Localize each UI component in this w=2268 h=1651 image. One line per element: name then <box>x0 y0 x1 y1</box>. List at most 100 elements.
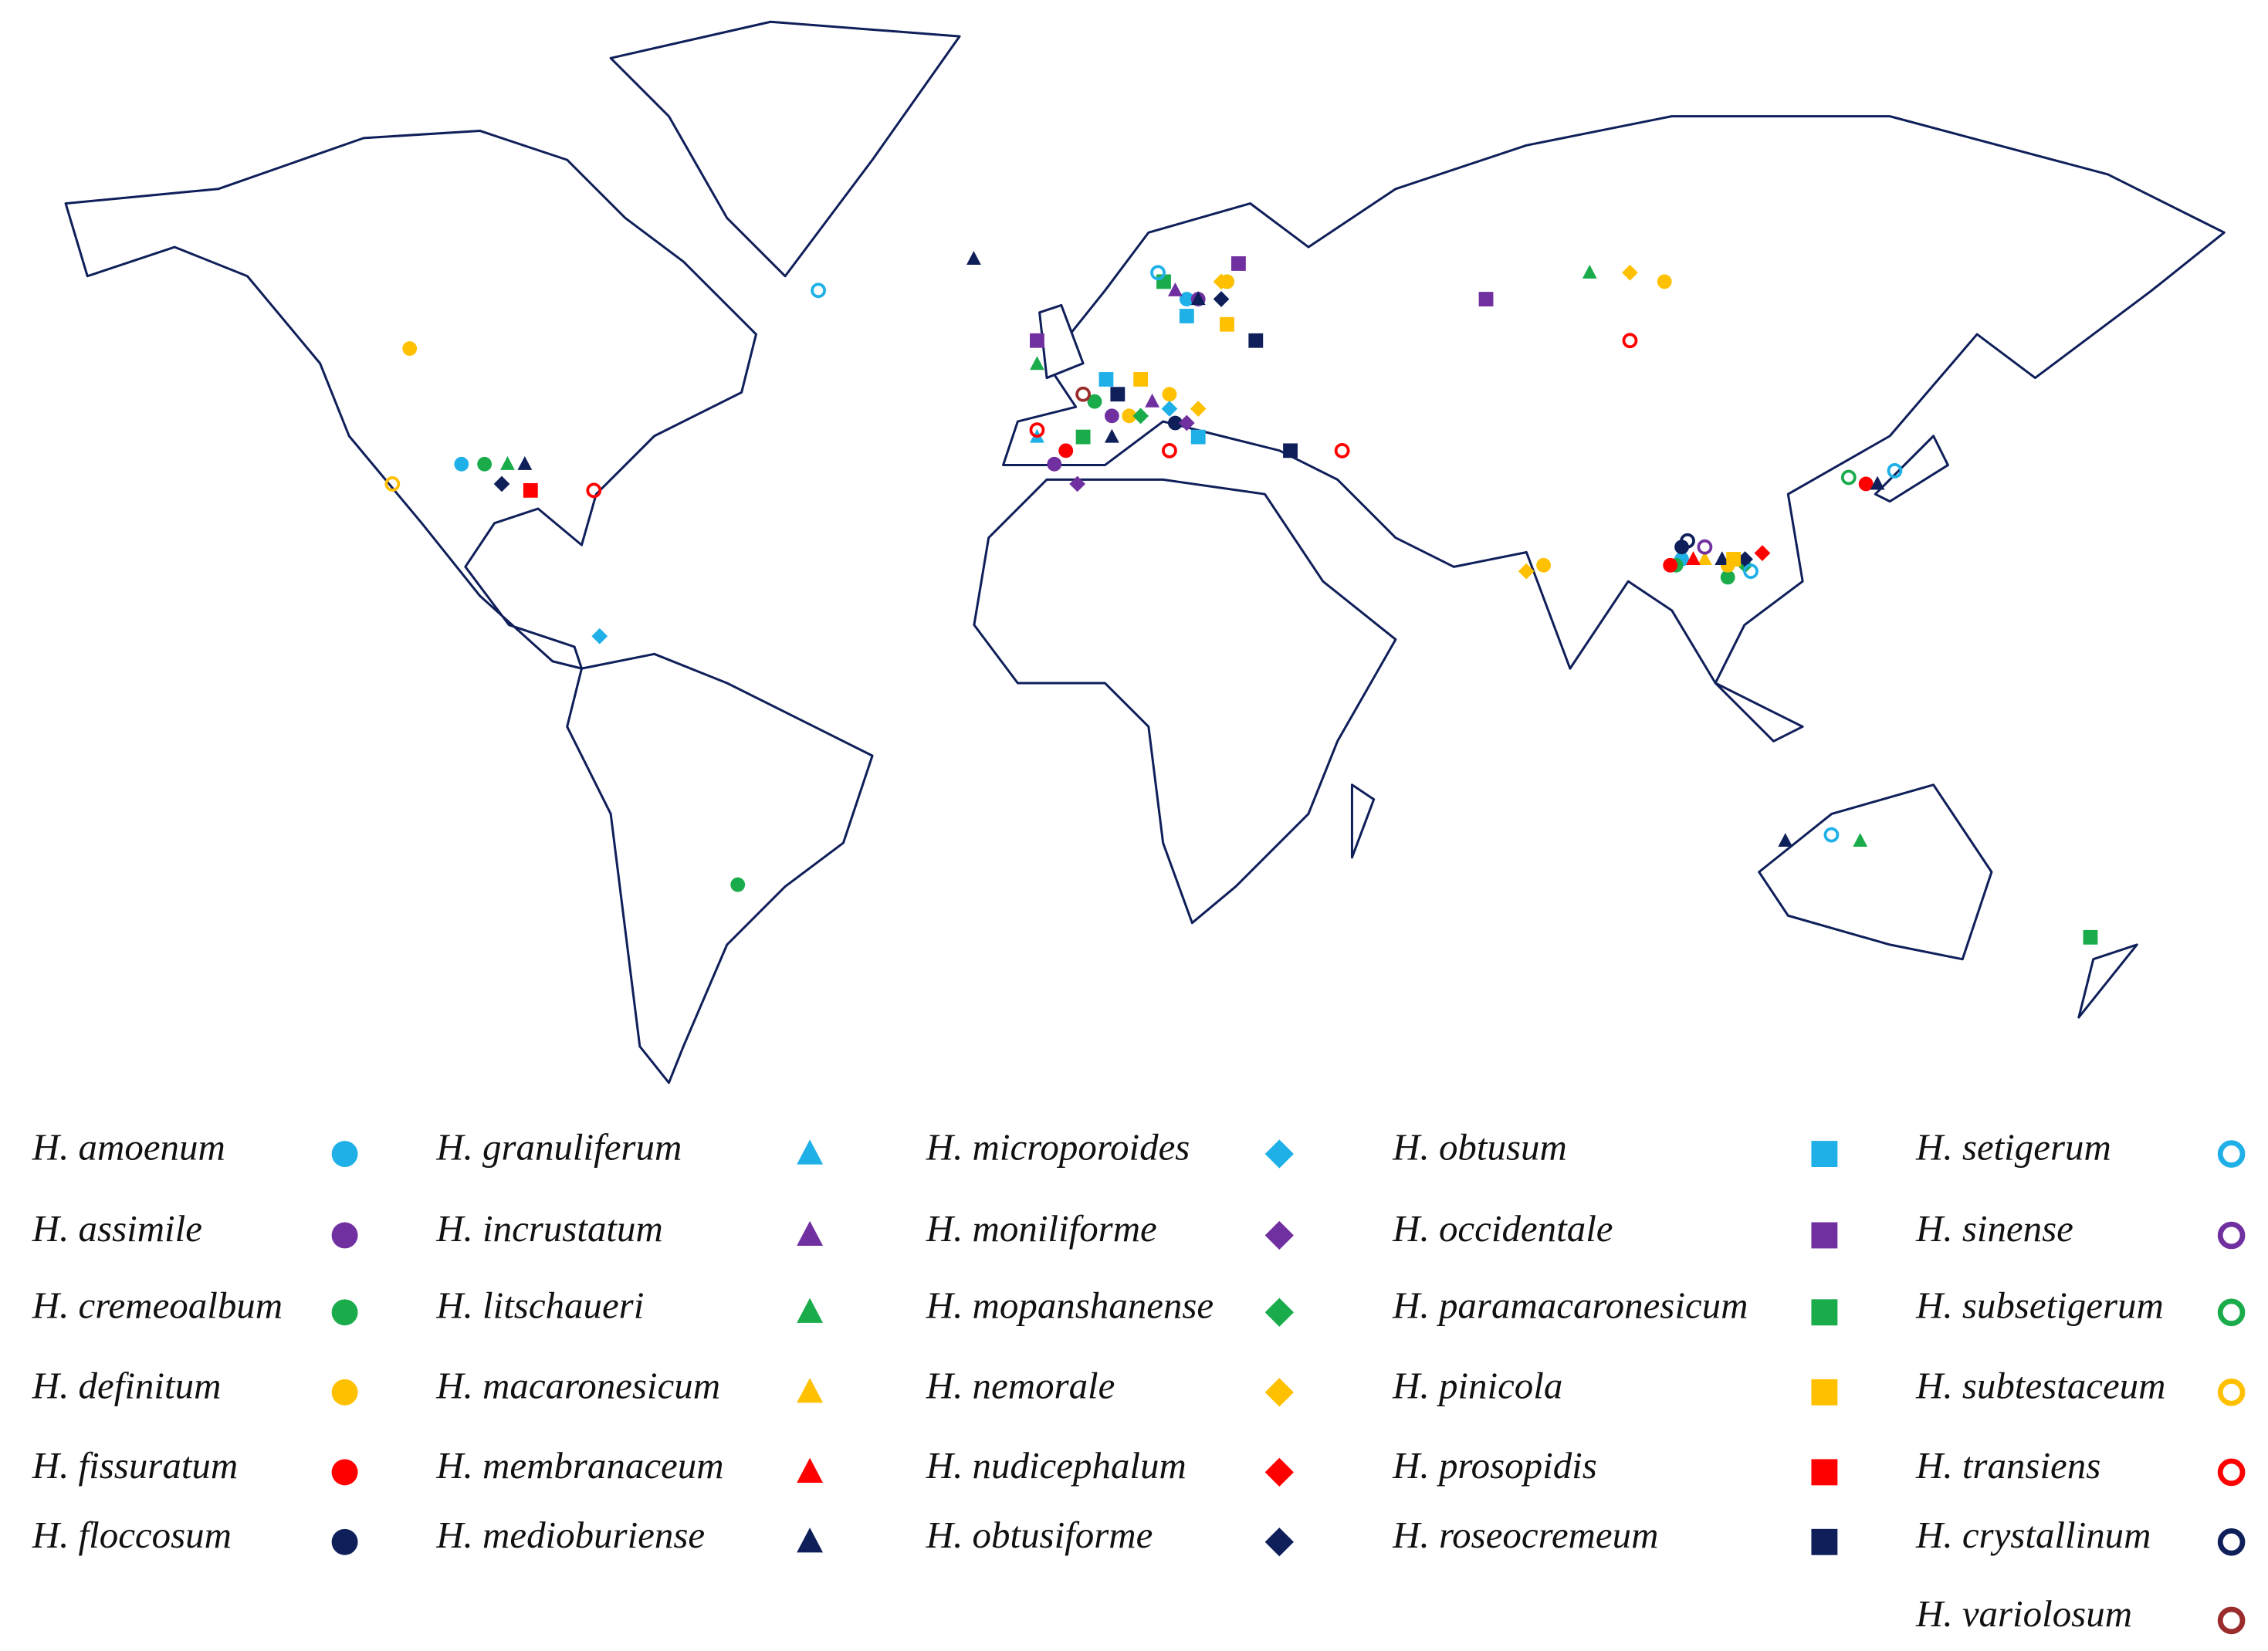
occurrence-marker <box>1122 408 1137 424</box>
occurrence-marker <box>1715 551 1730 566</box>
occurrence-marker <box>1162 442 1177 458</box>
legend-symbol <box>1264 1457 1294 1487</box>
legend-label: H. setigerum <box>1915 1126 2111 1169</box>
legend-label: H. incrustatum <box>435 1207 663 1250</box>
occurrence-marker <box>1823 827 1840 843</box>
legend-symbol <box>2217 1298 2246 1327</box>
occurrence-marker <box>1248 333 1264 348</box>
occurrence-marker <box>1680 533 1695 549</box>
occurrence-marker <box>493 475 510 492</box>
occurrence-marker <box>500 455 515 470</box>
occurrence-marker <box>1029 422 1045 438</box>
occurrence-marker <box>1133 372 1149 387</box>
eurasia <box>1002 115 2226 685</box>
madagascar <box>1350 783 1376 859</box>
legend-label: H. amoenum <box>32 1126 225 1169</box>
legend-label: H. assimile <box>32 1207 202 1250</box>
legend-label: H. subtestaceum <box>1915 1364 2165 1406</box>
occurrence-marker <box>1663 557 1678 573</box>
occurrence-marker <box>1887 463 1903 479</box>
occurrence-marker <box>1858 476 1874 492</box>
occurrence-marker <box>1179 292 1194 306</box>
legend-label: H. medioburiense <box>435 1514 705 1556</box>
occurrence-marker <box>1132 408 1149 425</box>
occurrence-marker <box>1582 264 1597 279</box>
legend-label: H. membranaceum <box>435 1444 723 1487</box>
occurrence-marker <box>1110 387 1126 402</box>
legend-symbol <box>797 1457 824 1483</box>
occurrence-marker <box>1853 833 1868 847</box>
legend-label: H. prosopidis <box>1392 1444 1597 1487</box>
legend-symbol <box>1264 1378 1294 1407</box>
legend-symbol <box>331 1379 358 1406</box>
occurrence-marker <box>517 455 533 470</box>
legend-symbol <box>331 1459 358 1486</box>
north-america <box>64 129 757 670</box>
legend-label: H. cremeoalbum <box>32 1284 283 1327</box>
occurrence-marker <box>1030 356 1044 370</box>
occurrence-marker <box>1104 428 1119 443</box>
occurrence-marker <box>730 877 746 892</box>
occurrence-marker <box>1231 256 1246 271</box>
occurrence-marker <box>1726 552 1742 567</box>
legend-symbol <box>2217 1221 2246 1250</box>
legend-label: H. microporoides <box>926 1126 1190 1169</box>
occurrence-marker <box>1179 309 1194 323</box>
occurrence-marker <box>1220 316 1234 332</box>
legend-label: H. subsetigerum <box>1915 1284 2164 1327</box>
occurrence-marker <box>1840 469 1857 485</box>
occurrence-marker <box>402 341 418 356</box>
occurrence-marker <box>811 282 826 299</box>
legend-label: H. moniliforme <box>926 1207 1157 1250</box>
greenland <box>609 20 961 278</box>
occurrence-marker <box>1030 333 1044 348</box>
legend-symbol <box>1811 1141 1838 1167</box>
legend-symbol <box>1811 1379 1838 1406</box>
occurrence-marker <box>1058 443 1074 458</box>
occurrence-marker <box>1686 551 1701 566</box>
legend-symbol <box>1811 1528 1838 1555</box>
occurrence-marker <box>1178 414 1195 431</box>
legend-symbol <box>797 1528 824 1553</box>
occurrence-marker <box>1167 282 1183 296</box>
legend-symbol <box>797 1139 824 1165</box>
world-outline <box>64 20 2226 1084</box>
occurrence-marker <box>1657 274 1672 289</box>
new-zealand <box>2077 943 2138 1019</box>
legend-label: H. obtusum <box>1392 1126 1567 1169</box>
legend-symbol <box>331 1141 358 1167</box>
occurrence-marker <box>966 251 981 266</box>
legend-symbol <box>1264 1297 1294 1327</box>
occurrence-marker <box>454 456 469 472</box>
legend-symbol <box>331 1222 358 1249</box>
occurrence-marker <box>1145 393 1159 408</box>
legend-symbol <box>2217 1606 2246 1635</box>
legend-label: H. paramacaronesicum <box>1392 1284 1748 1327</box>
occurrence-marker <box>1283 443 1298 458</box>
occurrence-marker <box>1478 292 1494 306</box>
occurrence-marker <box>1674 540 1689 555</box>
legend-symbol <box>797 1220 824 1247</box>
occurrence-marker <box>1190 291 1206 306</box>
legend-symbol <box>2217 1379 2246 1406</box>
legend-label: H. roseocremeum <box>1392 1514 1658 1556</box>
legend-label: H. litschaueri <box>435 1284 644 1327</box>
legend-symbol <box>1264 1528 1294 1557</box>
occurrence-marker <box>1697 539 1713 555</box>
legend-symbol <box>797 1297 824 1323</box>
legend-label: H. pinicola <box>1392 1364 1562 1406</box>
occurrence-marker <box>1161 401 1178 417</box>
occurrence-marker <box>1104 408 1119 424</box>
occurrence-marker <box>477 456 493 472</box>
occurrence-marker <box>1536 557 1552 573</box>
occurrence-marker <box>384 476 401 492</box>
legend-symbol <box>2217 1140 2246 1168</box>
legend-label: H. crystallinum <box>1915 1514 2151 1556</box>
occurrence-marker <box>1743 563 1759 580</box>
legend-label: H. fissuratum <box>32 1444 238 1487</box>
legend-symbol <box>2217 1528 2246 1556</box>
occurrence-marker <box>586 482 602 499</box>
legend-label: H. sinense <box>1915 1207 2073 1250</box>
occurrence-marker <box>1870 475 1885 490</box>
